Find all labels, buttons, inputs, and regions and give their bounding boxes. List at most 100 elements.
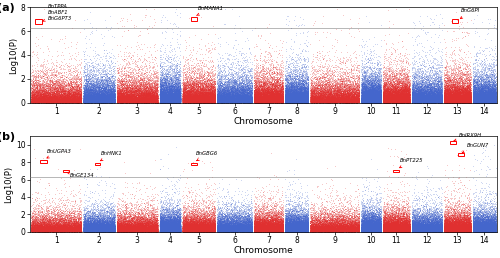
Point	[47, 215, 55, 219]
Point	[400, 99, 407, 103]
Point	[205, 92, 213, 96]
Point	[159, 225, 167, 230]
Point	[358, 208, 366, 212]
Point	[388, 94, 396, 99]
Point	[28, 100, 36, 104]
Point	[380, 200, 388, 204]
Point	[396, 69, 404, 74]
Point	[104, 100, 112, 104]
Point	[359, 228, 367, 232]
Point	[415, 100, 423, 104]
Point	[200, 230, 207, 234]
Point	[382, 226, 390, 230]
Point	[90, 91, 98, 95]
Point	[452, 229, 460, 233]
Point	[290, 228, 298, 232]
Point	[113, 93, 121, 98]
Point	[436, 224, 444, 228]
Point	[54, 95, 62, 99]
Point	[376, 222, 384, 227]
Point	[257, 83, 265, 87]
Point	[204, 223, 212, 227]
Point	[180, 94, 188, 98]
Point	[370, 222, 378, 226]
Point	[458, 225, 466, 230]
Point	[460, 208, 468, 212]
Point	[215, 100, 223, 104]
Point	[107, 88, 115, 92]
Point	[429, 95, 437, 99]
Point	[400, 96, 408, 100]
Point	[429, 228, 437, 232]
Point	[98, 99, 106, 103]
Point	[448, 228, 456, 232]
Point	[459, 86, 467, 90]
Point	[253, 74, 261, 78]
Point	[420, 224, 428, 229]
Point	[335, 94, 343, 98]
Point	[96, 97, 104, 101]
Point	[362, 98, 370, 102]
Point	[170, 99, 178, 103]
Point	[265, 100, 273, 104]
Point	[160, 216, 168, 220]
Point	[106, 94, 114, 98]
Point	[373, 225, 381, 229]
Point	[484, 229, 492, 233]
Point	[186, 229, 194, 233]
Point	[270, 95, 278, 99]
Point	[430, 228, 438, 232]
Point	[293, 223, 301, 227]
Point	[376, 230, 384, 234]
Point	[400, 221, 408, 225]
Point	[332, 188, 340, 192]
Point	[447, 75, 455, 79]
Point	[38, 224, 46, 228]
Point	[458, 228, 466, 232]
Point	[476, 224, 484, 228]
Point	[426, 229, 434, 233]
Point	[77, 227, 85, 231]
Point	[396, 83, 404, 87]
Point	[490, 223, 498, 228]
Point	[295, 225, 303, 229]
Point	[399, 224, 407, 228]
Point	[373, 100, 381, 104]
Point	[290, 228, 298, 232]
Point	[42, 227, 50, 231]
Point	[482, 228, 490, 232]
Point	[119, 93, 127, 98]
Point	[72, 99, 80, 103]
Point	[127, 213, 135, 217]
Point	[152, 226, 160, 230]
Point	[338, 228, 345, 232]
Point	[374, 100, 382, 104]
Point	[434, 100, 442, 104]
Point	[390, 199, 398, 203]
Point	[88, 83, 96, 87]
Point	[349, 90, 357, 94]
Point	[197, 222, 205, 226]
Point	[301, 91, 309, 95]
Point	[385, 99, 393, 103]
Point	[375, 72, 383, 77]
Point	[110, 227, 118, 231]
Point	[136, 225, 144, 229]
Point	[69, 226, 77, 230]
Point	[262, 94, 270, 98]
Point	[302, 227, 310, 231]
Point	[458, 100, 466, 104]
Point	[76, 96, 84, 100]
Point	[160, 228, 168, 232]
Point	[332, 215, 340, 220]
Point	[52, 225, 60, 230]
Point	[454, 82, 462, 86]
Point	[106, 225, 114, 230]
Point	[43, 93, 51, 97]
Point	[240, 228, 248, 232]
Point	[444, 227, 452, 231]
Point	[405, 221, 413, 225]
Point	[257, 226, 265, 230]
Point	[478, 229, 486, 233]
Point	[491, 223, 499, 227]
